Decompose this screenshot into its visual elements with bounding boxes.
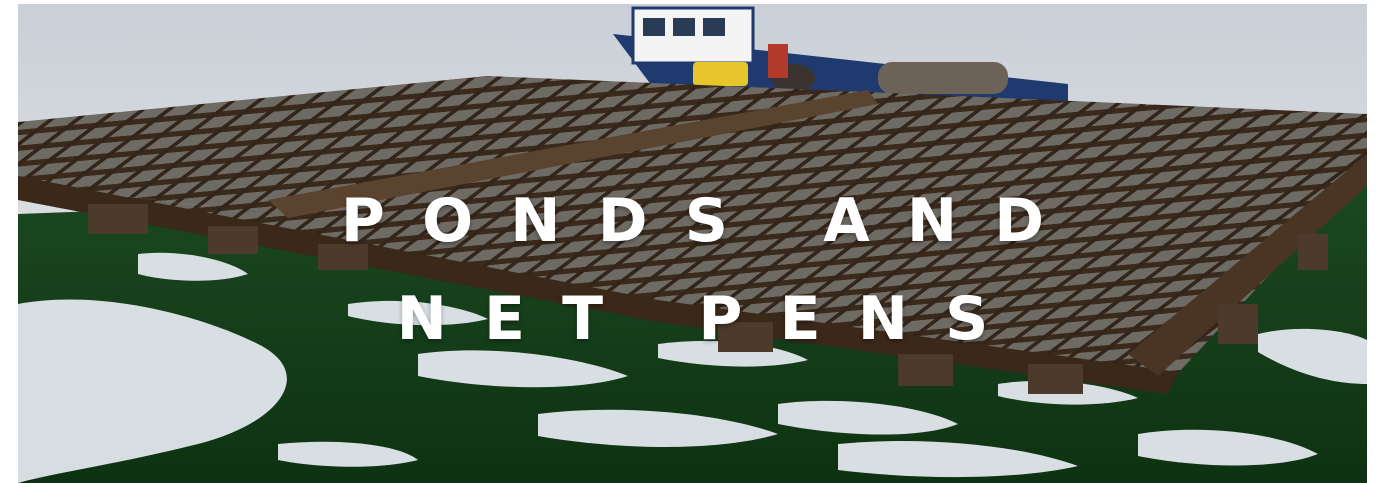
- raft-beams: [18, 90, 1367, 394]
- hero-title-line-1: PONDS AND: [340, 186, 1082, 256]
- hero-banner: PONDS AND NET PENS: [18, 4, 1367, 483]
- hero-title: PONDS AND NET PENS: [18, 172, 1367, 368]
- raft-pontoons: [88, 204, 1328, 394]
- water-reflections: [18, 252, 1367, 483]
- net-pen-photo: [18, 4, 1367, 483]
- raft-front: [18, 92, 1367, 384]
- raft-back: [18, 76, 868, 214]
- hero-title-line-2: NET PENS: [396, 284, 1026, 354]
